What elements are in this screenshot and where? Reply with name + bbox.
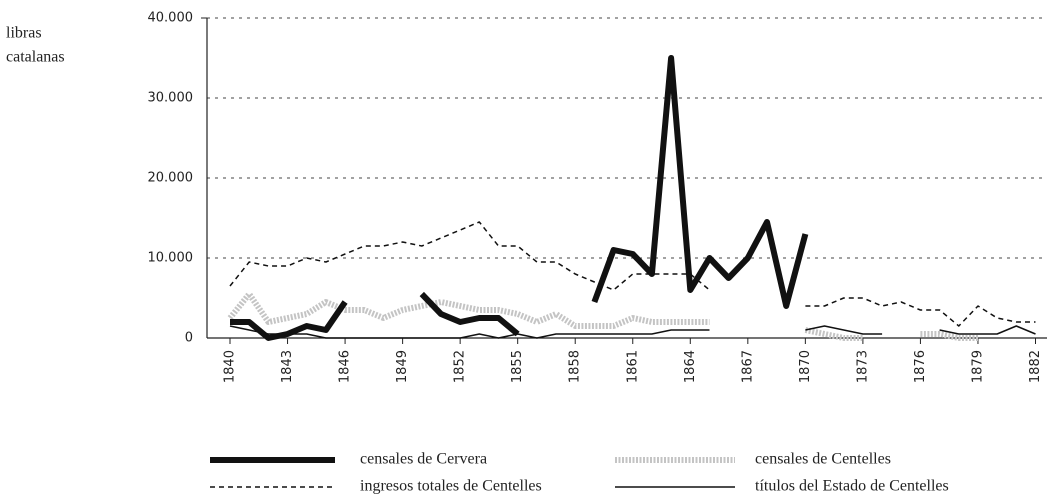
legend-label: títulos del Estado de Centelles	[755, 478, 949, 494]
x-tick-label: 1870	[798, 350, 813, 383]
x-tick-label: 1849	[395, 350, 410, 383]
legend-label: censales de Centelles	[755, 451, 891, 468]
series-line	[939, 325, 1036, 335]
series-line	[227, 291, 710, 329]
series-line	[229, 325, 710, 339]
y-axis-label: catalanas	[6, 49, 65, 66]
series-line	[230, 300, 348, 341]
x-tick-label: 1867	[740, 350, 755, 383]
x-tick-label: 1876	[913, 350, 928, 383]
x-tick-label: 1840	[223, 350, 238, 383]
y-tick-label: 10.000	[148, 251, 194, 266]
series-line	[419, 291, 520, 337]
legend-label: censales de Cervera	[360, 451, 487, 468]
x-tick-label: 1843	[280, 350, 295, 383]
y-tick-label: 0	[185, 331, 193, 346]
x-tick-label: 1861	[625, 350, 640, 383]
series-line	[591, 55, 809, 309]
x-tick-label: 1855	[510, 350, 525, 383]
x-tick-label: 1882	[1028, 350, 1043, 383]
x-tick-label: 1879	[970, 350, 985, 383]
series-line	[805, 297, 1036, 327]
series-line	[229, 221, 710, 291]
x-tick-label: 1864	[683, 350, 698, 383]
series-line	[805, 325, 883, 335]
x-tick-label: 1873	[855, 350, 870, 383]
y-axis-label: libras	[6, 25, 42, 42]
y-tick-label: 20.000	[148, 171, 194, 186]
x-tick-label: 1846	[338, 350, 353, 383]
series-line	[804, 327, 863, 341]
legend-label: ingresos totales de Centelles	[360, 478, 542, 494]
x-tick-label: 1858	[568, 350, 583, 383]
x-tick-label: 1852	[453, 350, 468, 383]
series-line	[920, 331, 978, 341]
y-tick-label: 40.000	[148, 11, 194, 26]
y-tick-label: 30.000	[148, 91, 194, 106]
